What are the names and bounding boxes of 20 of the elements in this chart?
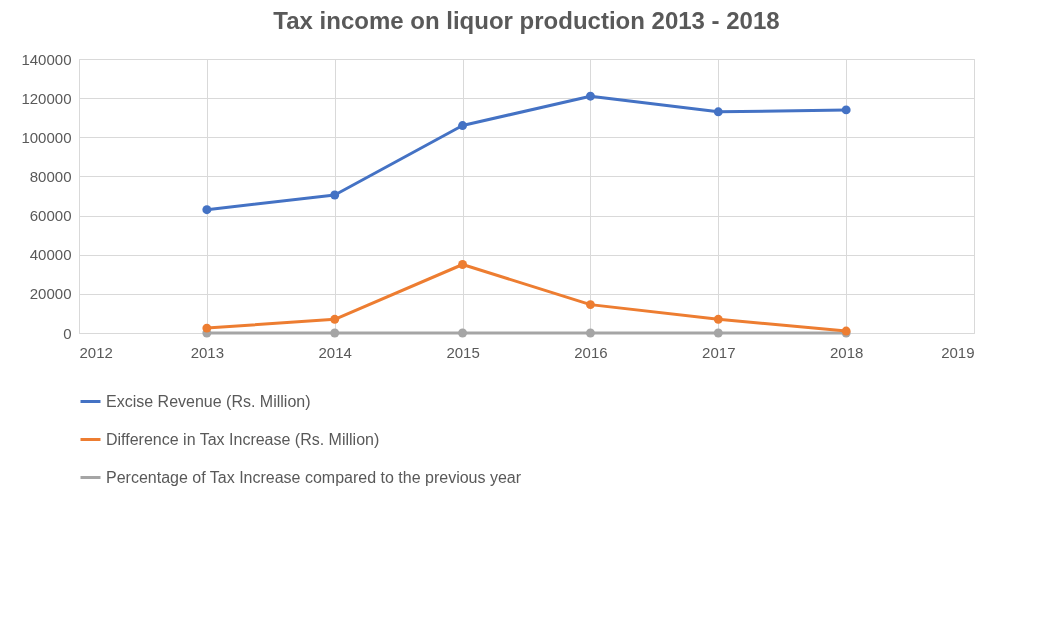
legend-label: Difference in Tax Increase (Rs. Million) — [106, 430, 380, 448]
x-tick-label: 2015 — [446, 343, 480, 361]
y-tick-label: 140000 — [21, 50, 72, 68]
y-tick-label: 100000 — [21, 128, 72, 146]
y-tick-label: 80000 — [29, 167, 72, 185]
x-tick-label: 2012 — [79, 343, 113, 361]
x-tick-label: 2016 — [574, 343, 608, 361]
y-tick-label: 20000 — [29, 285, 72, 303]
y-tick-label: 0 — [63, 324, 72, 342]
legend-label: Percentage of Tax Increase compared to the previous year — [106, 468, 522, 486]
x-tick-label: 2013 — [190, 343, 225, 361]
legend-label: Excise Revenue (Rs. Million) — [106, 392, 311, 410]
x-tick-label: 2014 — [318, 343, 352, 361]
x-tick-label: 2019 — [941, 343, 975, 361]
y-tick-label: 120000 — [21, 89, 72, 107]
y-tick-label: 60000 — [29, 207, 72, 225]
y-tick-label: 40000 — [29, 246, 72, 264]
chart-title: Tax income on liquor production 2013 - 2018 — [273, 7, 780, 34]
x-tick-label: 2017 — [702, 343, 736, 361]
x-tick-label: 2018 — [829, 343, 864, 361]
